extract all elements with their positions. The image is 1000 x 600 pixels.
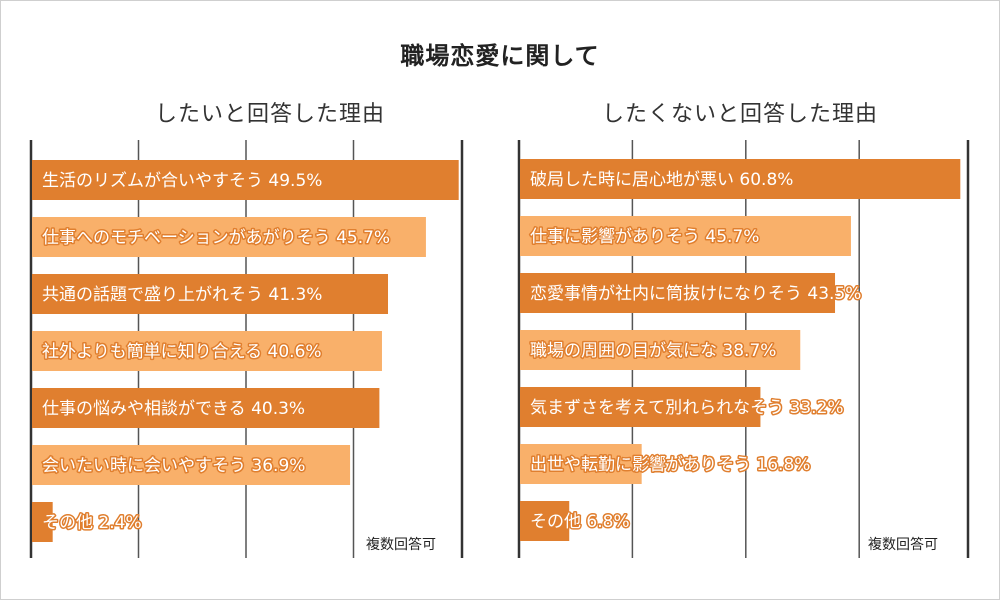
- right-note: 複数回答可: [868, 537, 938, 553]
- left-bar-label: その他 2.4%: [42, 513, 142, 533]
- right-panel-title: したくないと回答した理由: [601, 102, 878, 127]
- left-bar-label: 仕事へのモチベーションがあがりそう 45.7%: [42, 228, 390, 248]
- right-bar: [520, 159, 961, 199]
- left-bar-label: 共通の話題で盛り上がれそう 41.3%: [42, 285, 322, 305]
- left-bar: [32, 217, 426, 257]
- left-bar: [32, 274, 389, 314]
- right-bar: [520, 444, 642, 484]
- right-bar: [520, 501, 570, 541]
- left-bar: [32, 160, 459, 200]
- right-bar-label: 職場の周囲の目が気にな 38.7%: [530, 341, 776, 361]
- left-bar: [32, 388, 380, 428]
- right-bar: [520, 387, 761, 427]
- right-bar-label: 破局した時に居心地が悪い 60.8%: [530, 170, 793, 190]
- left-note: 複数回答可: [366, 537, 436, 553]
- right-bar-label: 出世や転勤に影響がありそう 16.8%: [530, 455, 810, 475]
- right-bar-label: その他 6.8%: [530, 512, 630, 532]
- left-bar-label: 仕事の悩みや相談ができる 40.3%: [42, 399, 305, 419]
- left-panel-title: したいと回答した理由: [154, 102, 385, 127]
- right-bar: [520, 216, 851, 256]
- left-bar-label: 生活のリズムが合いやすそう 49.5%: [42, 171, 322, 191]
- left-bar: [32, 445, 351, 485]
- right-bar-label: 気まずさを考えて別れられなそう 33.2%: [530, 398, 844, 418]
- right-bar: [520, 330, 801, 370]
- left-bar: [32, 331, 382, 371]
- left-bar-label: 会いたい時に会いやすそう 36.9%: [42, 456, 305, 476]
- right-bar-label: 仕事に影響がありそう 45.7%: [530, 227, 759, 247]
- right-bar: [520, 273, 836, 313]
- right-bar-label: 恋愛事情が社内に筒抜けになりそう 43.5%: [530, 283, 861, 304]
- main-title: 職場恋愛に関して: [400, 42, 600, 70]
- left-bar-label: 社外よりも簡単に知り合える 40.6%: [42, 342, 322, 362]
- left-bar: [32, 502, 53, 542]
